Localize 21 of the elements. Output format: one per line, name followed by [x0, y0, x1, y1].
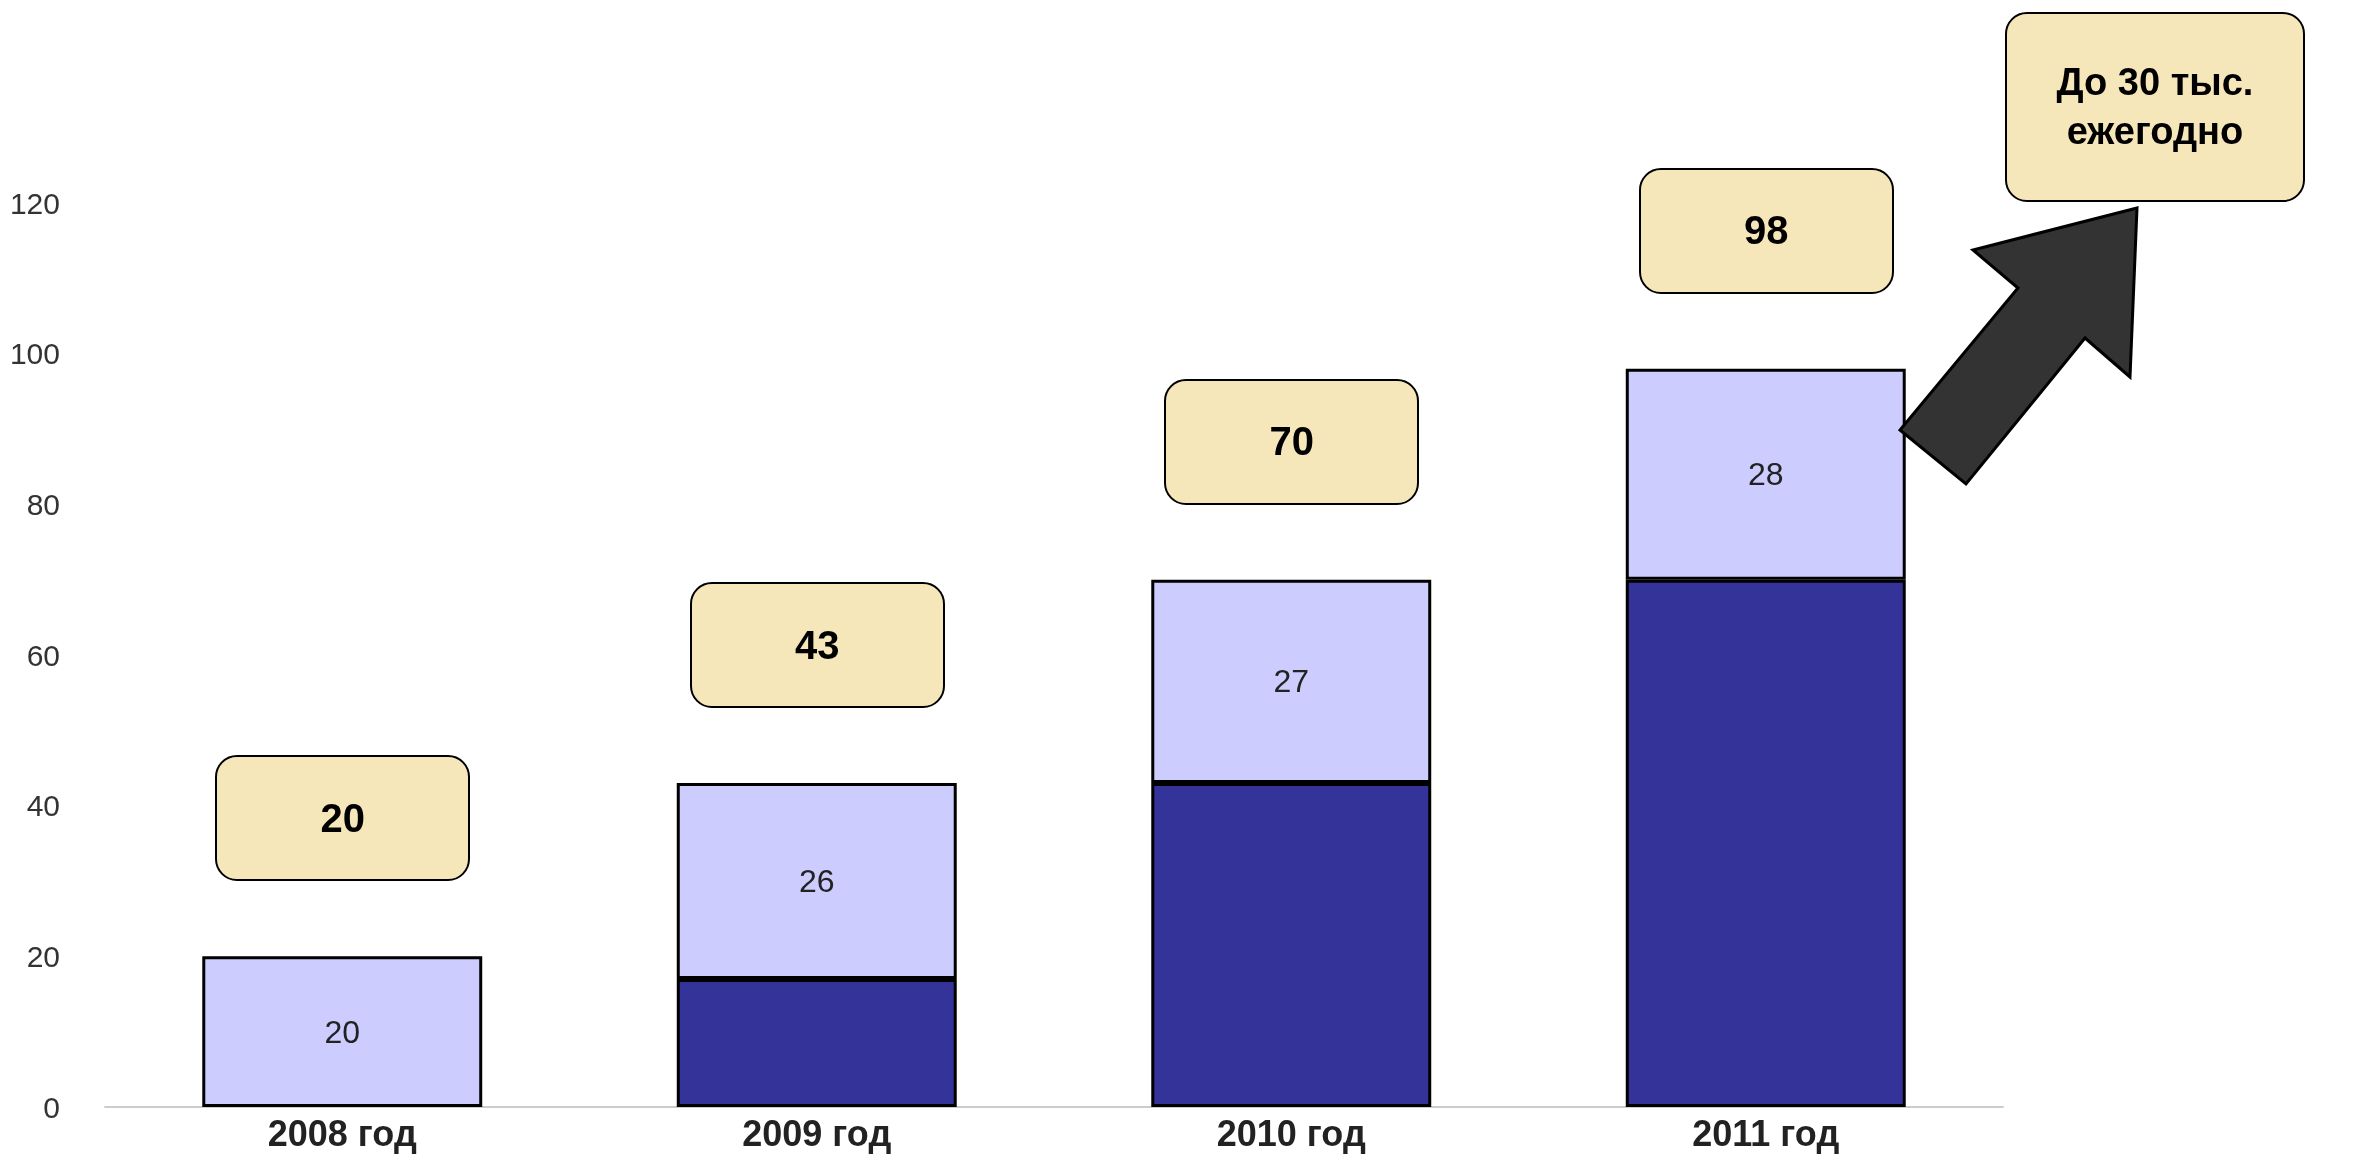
x-tick-label: 2008 год — [267, 1112, 417, 1154]
data-label: 26 — [798, 863, 835, 899]
x-tick-label: 2010 год — [1216, 1112, 1366, 1154]
y-tick-label: 0 — [43, 1090, 60, 1124]
total-callout: 43 — [689, 582, 945, 709]
y-tick-label: 100 — [9, 337, 60, 371]
data-label: 20 — [324, 1013, 361, 1050]
bar — [202, 956, 483, 1107]
note-callout: До 30 тыс. ежегодно — [2005, 12, 2305, 202]
y-tick-label: 20 — [26, 939, 60, 973]
total-callout: 20 — [215, 755, 471, 882]
x-tick-label: 2011 год — [1692, 1112, 1840, 1154]
data-label: 28 — [1747, 456, 1784, 493]
y-tick-label: 40 — [26, 789, 60, 823]
x-tick-label: 2009 год — [742, 1112, 892, 1154]
total-callout: 98 — [1638, 167, 1894, 294]
y-tick-label: 120 — [9, 186, 60, 220]
data-label: 27 — [1273, 663, 1310, 700]
y-tick-label: 60 — [26, 638, 60, 672]
y-tick-label: 80 — [26, 487, 60, 521]
total-callout: 70 — [1164, 378, 1420, 505]
